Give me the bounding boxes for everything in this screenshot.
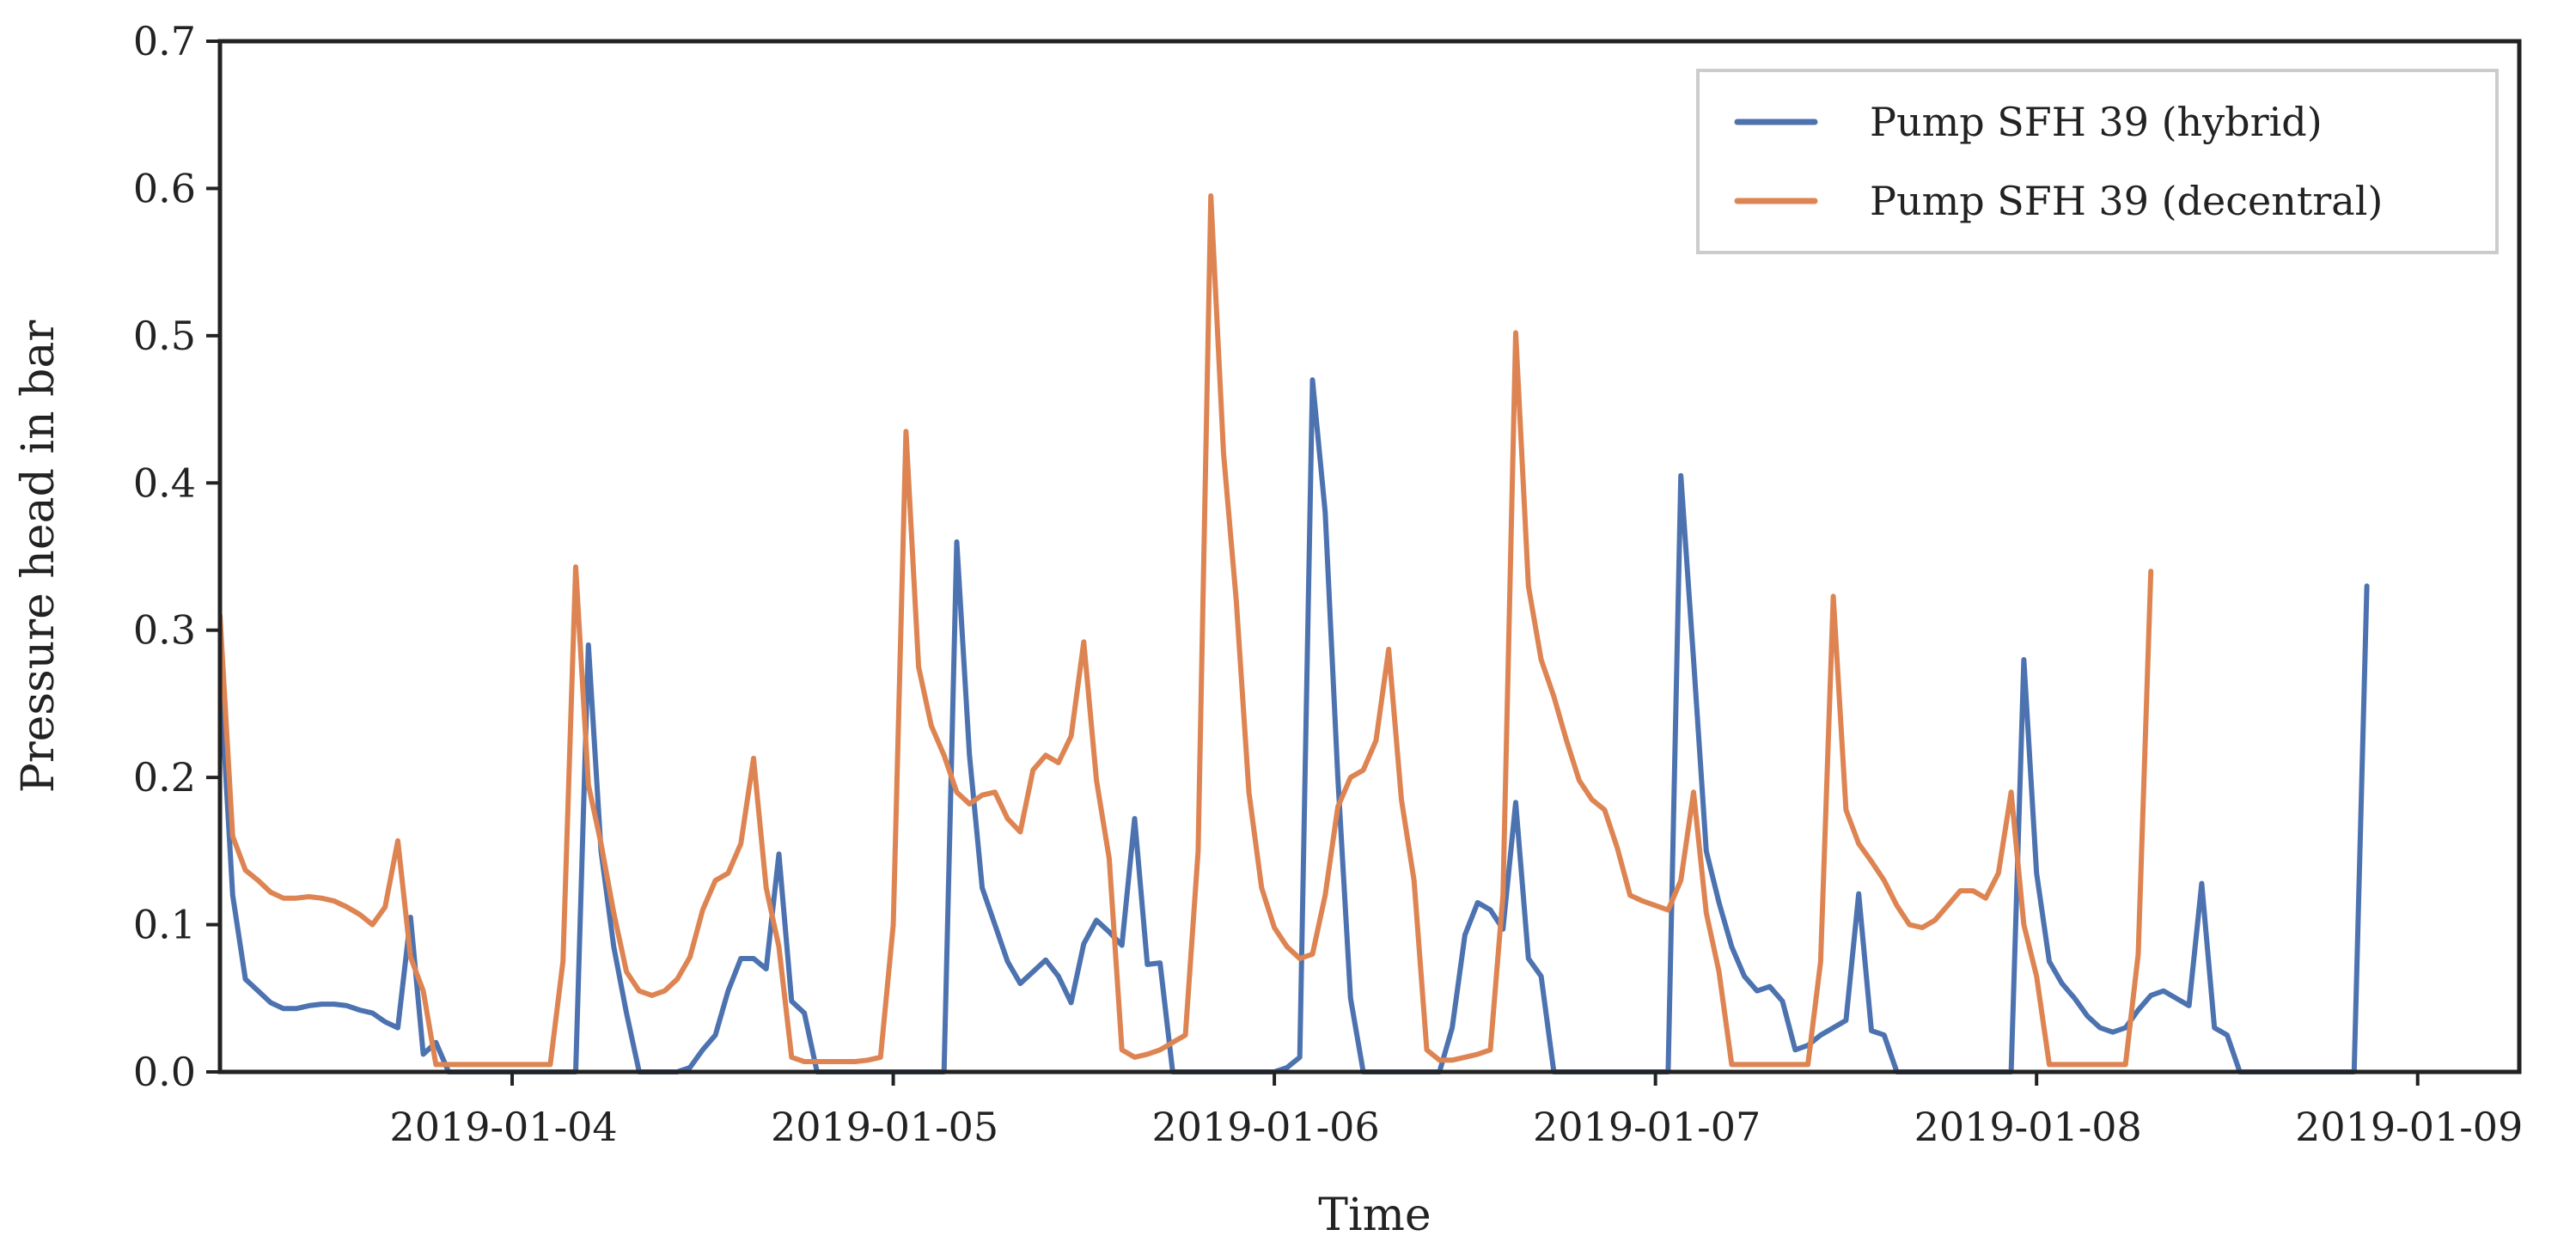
- y-tick-label: 0.0: [133, 1049, 196, 1095]
- y-axis-label: Pressure head in bar: [13, 320, 64, 794]
- legend: Pump SFH 39 (hybrid) Pump SFH 39 (decentr…: [1696, 69, 2499, 254]
- y-tick-label: 0.2: [133, 754, 196, 800]
- y-tick-label: 0.1: [133, 902, 196, 948]
- series-line-decentral: [220, 193, 2154, 1068]
- legend-box: [1696, 69, 2499, 254]
- plot-frame: [217, 39, 2522, 1074]
- x-tick-label: 2019-01-04: [389, 1104, 617, 1150]
- x-tick-label: 2019-01-09: [2295, 1104, 2523, 1150]
- y-tick-label: 0.6: [133, 165, 196, 211]
- x-axis-label: Time: [1318, 1190, 1431, 1241]
- x-tick-label: 2019-01-08: [1914, 1104, 2142, 1150]
- y-tick-label: 0.7: [133, 18, 196, 64]
- y-tick-label: 0.4: [133, 460, 196, 506]
- legend-label-decentral: Pump SFH 39 (decentral): [1870, 178, 2383, 224]
- y-tick-label: 0.3: [133, 607, 196, 654]
- x-tick-label: 2019-01-05: [771, 1104, 998, 1150]
- x-tick-label: 2019-01-06: [1152, 1104, 1380, 1150]
- legend-label-hybrid: Pump SFH 39 (hybrid): [1870, 99, 2323, 145]
- y-tick-label: 0.5: [133, 313, 196, 359]
- x-tick-label: 2019-01-07: [1533, 1104, 1761, 1150]
- axes-layer: 0.0 0.1 0.2 0.3 0.4 0.5 0.6 0.7 2019-01-04 2019-0…: [133, 18, 2523, 1150]
